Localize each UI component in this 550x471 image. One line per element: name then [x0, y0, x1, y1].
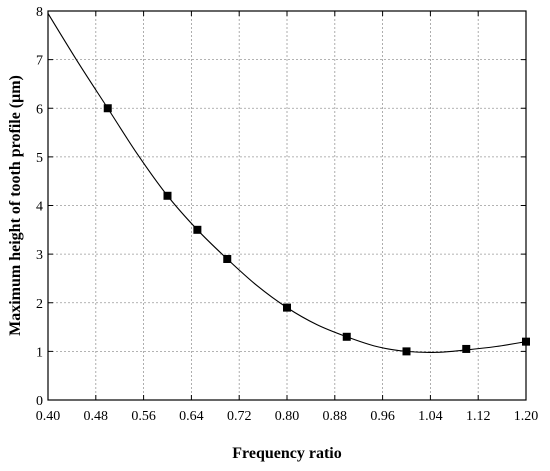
x-tick-label: 0.40: [36, 409, 61, 424]
y-tick-label: 2: [36, 297, 43, 312]
x-tick-labels: 0.40 0.48 0.56 0.64 0.72 0.80 0.88 0.96 1.04 1.12…: [36, 409, 539, 424]
data-point: [402, 347, 411, 356]
data-point: [283, 303, 291, 312]
y-tick-label: 5: [36, 151, 43, 166]
data-point: [193, 225, 202, 234]
y-tick-labels: 0 1 2 3 4 5 6 7 8: [36, 5, 43, 409]
plot-frame: [47, 10, 527, 401]
data-point: [223, 254, 232, 263]
x-tick-label: 0.56: [131, 409, 156, 424]
data-point: [103, 104, 112, 113]
x-axis-title: Frequency ratio: [232, 445, 341, 462]
y-tick-label: 7: [36, 54, 43, 69]
data-point: [462, 344, 471, 353]
x-tick-label: 0.64: [179, 409, 204, 424]
x-tick-label: 0.72: [227, 409, 252, 424]
x-tick-label: 0.96: [370, 409, 395, 424]
x-tick-label: 1.04: [418, 409, 443, 424]
y-tick-label: 0: [36, 394, 43, 409]
data-point: [163, 191, 172, 200]
y-axis-title: Maximum height of tooth profile (μm): [7, 75, 24, 336]
axis-ticks: [47, 10, 527, 401]
data-point: [342, 332, 351, 341]
grid-lines: [48, 11, 526, 400]
y-tick-label: 8: [36, 5, 43, 20]
data-markers: [103, 104, 530, 356]
y-tick-label: 6: [36, 102, 43, 117]
y-tick-label: 4: [36, 200, 43, 215]
x-tick-label: 0.48: [84, 409, 109, 424]
x-tick-label: 0.80: [275, 409, 300, 424]
x-tick-label: 0.88: [323, 409, 348, 424]
y-tick-label: 3: [36, 248, 43, 263]
y-tick-label: 1: [36, 345, 43, 360]
x-tick-label: 1.12: [466, 409, 491, 424]
x-tick-label: 1.20: [514, 409, 539, 424]
